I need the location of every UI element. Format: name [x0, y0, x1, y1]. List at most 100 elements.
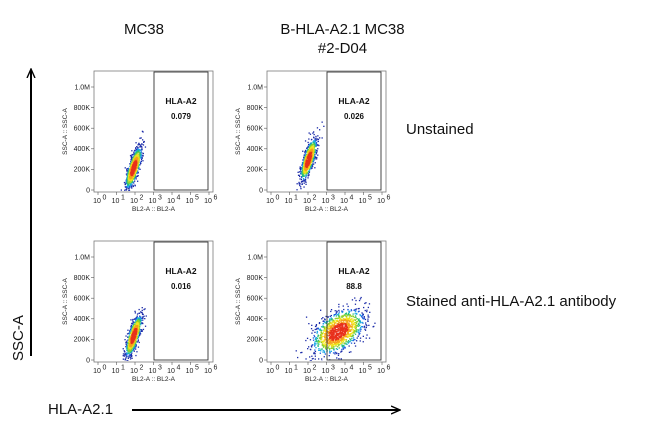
event-dot [140, 158, 143, 161]
x-tick-label: 10 [303, 198, 311, 205]
event-dot [350, 335, 352, 337]
event-dot [138, 149, 140, 152]
event-dot [309, 154, 311, 156]
event-dot [124, 189, 126, 191]
event-dot [346, 320, 348, 322]
event-dot [304, 171, 306, 174]
event-dot [314, 349, 316, 351]
event-dot [316, 127, 319, 129]
event-dot [124, 358, 127, 360]
event-dot [314, 143, 316, 145]
event-dot [120, 189, 122, 191]
event-dot [346, 303, 348, 305]
event-dot [322, 331, 324, 333]
event-dot [325, 331, 327, 333]
event-dot [139, 317, 142, 319]
x-tick-exponent: 4 [177, 195, 181, 202]
event-dot [307, 172, 309, 175]
event-dot [359, 321, 362, 323]
event-dot [330, 344, 333, 346]
x-tick-exponent: 5 [195, 365, 199, 372]
event-dot [144, 146, 147, 148]
event-dot [342, 315, 344, 317]
event-dot [331, 322, 333, 324]
event-dot [354, 308, 356, 311]
event-dot [127, 183, 130, 185]
event-dot [317, 343, 319, 345]
event-dot [329, 342, 331, 344]
event-dot [130, 155, 132, 158]
event-dot [338, 315, 340, 317]
event-dot [131, 177, 133, 179]
event-dot [302, 159, 304, 161]
y-axis-label: SSC-A :: SSC-A [62, 108, 69, 155]
event-dot [349, 338, 351, 340]
event-dot [140, 317, 142, 320]
event-dot [340, 350, 343, 352]
event-dot [132, 327, 134, 329]
event-dot [134, 342, 136, 344]
event-dot [125, 186, 127, 188]
event-dot [135, 152, 137, 154]
event-dot [340, 334, 342, 336]
event-dot [138, 332, 141, 334]
event-dot [350, 319, 352, 322]
event-dot [133, 334, 136, 336]
event-dot [307, 170, 310, 173]
event-dot [137, 157, 139, 159]
event-dot [125, 182, 128, 185]
event-dot [130, 355, 132, 357]
event-dot [130, 161, 132, 164]
event-dot [301, 168, 304, 170]
event-dot [298, 181, 300, 184]
event-dot [322, 343, 325, 345]
event-dot [353, 323, 355, 325]
event-dot [346, 341, 348, 343]
event-dot [131, 157, 133, 159]
event-dot [131, 195, 132, 196]
event-dot [312, 144, 314, 146]
event-dot [317, 135, 319, 137]
event-dot [336, 332, 338, 335]
event-dot [358, 332, 360, 334]
event-dot [348, 324, 351, 327]
event-dot [343, 338, 345, 340]
event-dot [338, 335, 340, 338]
y-tick-label: 400K [74, 316, 91, 323]
event-dot [142, 139, 144, 141]
event-dot [321, 318, 323, 320]
event-dot [142, 319, 144, 321]
event-dot [323, 327, 325, 329]
event-dot [342, 347, 344, 349]
event-dot [142, 152, 144, 155]
event-dot [299, 175, 301, 178]
event-dot [130, 179, 132, 181]
event-dot [138, 335, 140, 337]
event-dot [350, 310, 353, 312]
event-dot [333, 333, 335, 336]
event-dot [305, 172, 308, 174]
event-dot [137, 159, 140, 161]
event-dot [313, 163, 315, 165]
event-dot [335, 341, 337, 343]
event-dot [314, 151, 316, 154]
event-dot [310, 142, 312, 144]
event-dot [362, 318, 364, 320]
x-tick-exponent: 0 [276, 195, 280, 202]
event-dot [314, 141, 316, 143]
gate-name: HLA-A2 [165, 96, 196, 106]
event-dot [308, 166, 310, 168]
event-dot [353, 309, 355, 311]
event-dot [324, 336, 326, 338]
event-dot [338, 312, 340, 315]
event-dot [338, 303, 340, 306]
event-dot [315, 343, 317, 345]
event-dot [317, 138, 320, 140]
event-dot [352, 320, 354, 322]
gate-box [326, 241, 382, 361]
event-dot [306, 168, 308, 170]
event-dot [136, 330, 138, 332]
event-dot [135, 318, 138, 320]
event-dot [129, 184, 131, 186]
event-dot [324, 321, 326, 323]
